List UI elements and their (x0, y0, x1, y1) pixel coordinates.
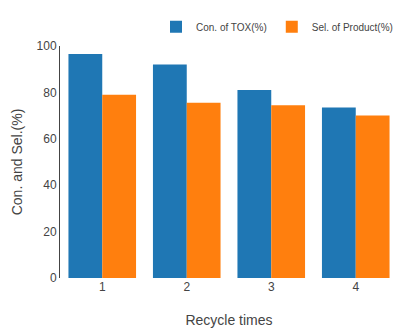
svg-text:Con. of TOX(%): Con. of TOX(%) (196, 22, 267, 33)
svg-text:2: 2 (183, 280, 190, 294)
svg-text:100: 100 (37, 39, 57, 53)
svg-text:4: 4 (352, 280, 359, 294)
svg-text:0: 0 (50, 271, 57, 285)
svg-text:1: 1 (99, 280, 106, 294)
svg-text:Recycle times: Recycle times (185, 312, 272, 328)
svg-text:40: 40 (43, 178, 57, 192)
svg-text:3: 3 (268, 280, 275, 294)
svg-text:80: 80 (43, 86, 57, 100)
svg-text:20: 20 (43, 225, 57, 239)
svg-text:60: 60 (43, 132, 57, 146)
svg-text:Con. and Sel.(%): Con. and Sel.(%) (9, 109, 25, 216)
svg-text:Sel. of Product(%): Sel. of Product(%) (312, 22, 393, 33)
